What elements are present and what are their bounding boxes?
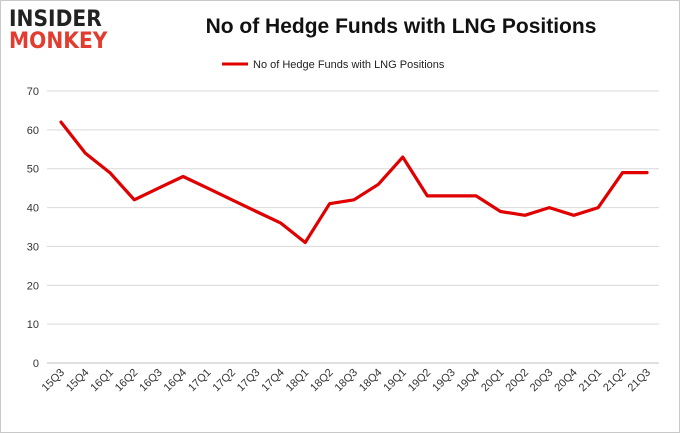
y-tick-label: 30 <box>27 241 39 253</box>
x-tick-label: 18Q3 <box>333 367 361 395</box>
x-tick-label: 16Q4 <box>162 367 190 395</box>
y-tick-label: 60 <box>27 125 39 137</box>
x-tick-label: 21Q1 <box>577 367 605 395</box>
x-tick-label: 19Q3 <box>430 367 458 395</box>
x-tick-labels: 15Q315Q416Q116Q216Q316Q417Q117Q217Q317Q4… <box>40 367 654 395</box>
x-tick-label: 19Q4 <box>455 367 483 395</box>
x-tick-label: 18Q1 <box>284 367 312 395</box>
x-tick-label: 20Q1 <box>479 367 507 395</box>
x-tick-label: 19Q2 <box>406 367 434 395</box>
x-tick-label: 17Q3 <box>235 367 263 395</box>
x-tick-label: 20Q4 <box>552 367 580 395</box>
chart-title: No of Hedge Funds with LNG Positions <box>205 15 597 38</box>
y-tick-label: 0 <box>33 358 39 370</box>
y-tick-label: 50 <box>27 164 39 176</box>
y-tick-label: 10 <box>27 319 39 331</box>
x-tick-label: 21Q3 <box>626 367 654 395</box>
x-tick-label: 16Q3 <box>137 367 165 395</box>
x-tick-label: 17Q2 <box>211 367 239 395</box>
insider-monkey-logo: INSIDER MONKEY <box>9 7 129 55</box>
logo-text-bottom: MONKEY <box>9 29 108 54</box>
legend-label: No of Hedge Funds with LNG Positions <box>253 59 445 71</box>
x-tick-label: 20Q2 <box>504 367 532 395</box>
series-lines <box>59 120 649 245</box>
x-tick-label: 19Q1 <box>381 367 409 395</box>
x-tick-label: 18Q2 <box>308 367 336 395</box>
y-tick-label: 70 <box>27 86 39 98</box>
y-tick-labels: 0 10 20 30 40 50 60 70 <box>27 86 39 370</box>
series-line <box>59 120 649 245</box>
y-tick-label: 20 <box>27 280 39 292</box>
x-tick-label: 21Q2 <box>601 367 629 395</box>
y-tick-label: 40 <box>27 203 39 215</box>
x-tick-label: 15Q3 <box>40 367 68 395</box>
x-tick-label: 17Q4 <box>259 367 287 395</box>
x-tick-label: 20Q3 <box>528 367 556 395</box>
x-tick-label: 15Q4 <box>64 367 92 395</box>
x-tick-label: 16Q2 <box>113 367 141 395</box>
legend: No of Hedge Funds with LNG Positions <box>222 59 445 71</box>
x-tick-label: 16Q1 <box>88 367 116 395</box>
logo-text-top: INSIDER <box>9 7 102 32</box>
x-tick-label: 18Q4 <box>357 367 385 395</box>
gridlines <box>47 90 659 325</box>
x-tick-label: 17Q1 <box>186 367 214 395</box>
